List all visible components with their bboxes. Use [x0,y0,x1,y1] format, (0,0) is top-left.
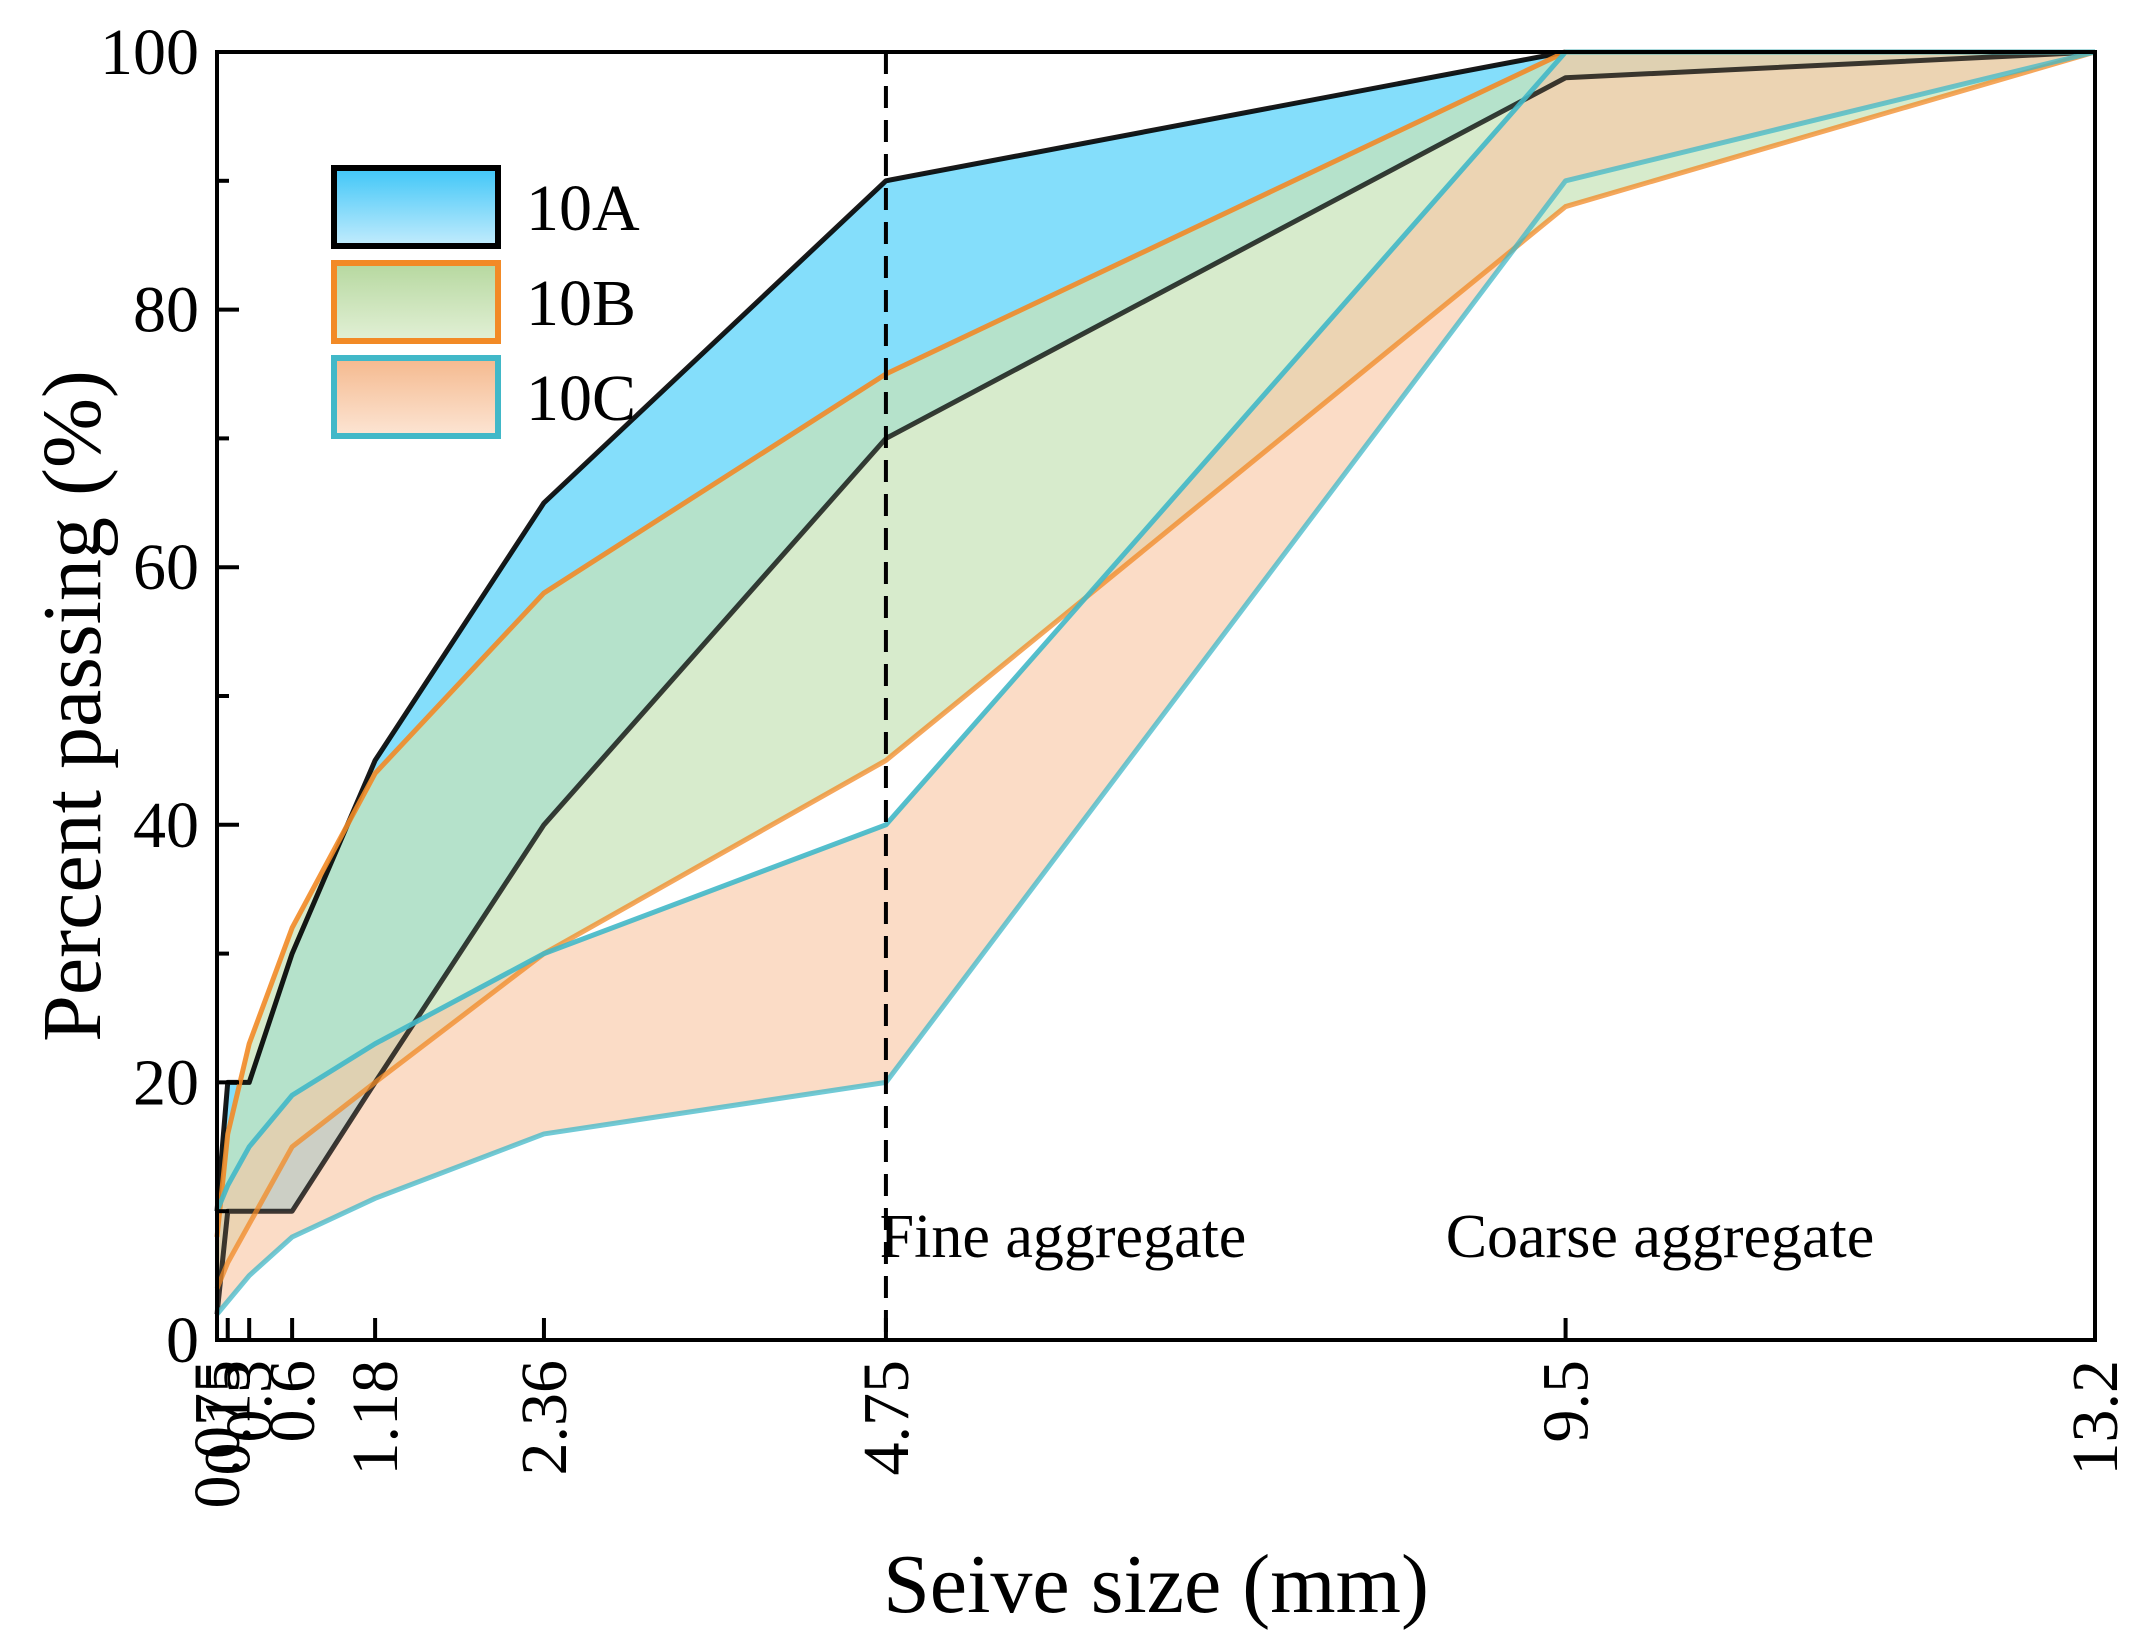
x-tick-label: 0.6 [256,1360,329,1443]
annotation-fine-aggregate: Fine aggregate [880,1203,1247,1271]
x-tick-label: 13.2 [2059,1360,2132,1476]
x-tick-label: 0.075 [181,1360,254,1509]
legend-swatch-10B [331,260,501,344]
y-tick-label: 40 [133,789,199,862]
x-tick-label: 0.3 [213,1360,286,1443]
y-tick-label: 100 [100,16,199,89]
upper-line-10C [214,49,2095,1213]
x-tick-label: 0.15 [192,1360,265,1476]
area-10B [217,52,2095,1289]
x-tick-label: 1.18 [339,1360,412,1476]
plot-lines [214,49,2096,1316]
legend: 10A 10B 10C [331,165,640,439]
x-tick-label: 9.5 [1530,1360,1603,1443]
legend-label-10A: 10A [526,172,640,245]
y-tick-label: 0 [166,1304,199,1377]
annotation-coarse-aggregate: Coarse aggregate [1446,1203,1875,1271]
x-tick-label: 4.75 [850,1360,923,1476]
lower-line-10C [215,49,2096,1316]
plot-areas [217,52,2095,1315]
y-tick-label: 80 [133,274,199,347]
legend-label-10C: 10C [526,362,636,435]
lower-line-10B [214,49,2096,1290]
legend-label-10B: 10B [526,267,636,340]
x-axis-title: Seive size (mm) [883,1538,1429,1631]
y-axis-title: Percent passing (%) [26,370,119,1042]
y-tick-label: 20 [133,1046,199,1119]
legend-swatch-10C [331,355,501,439]
y-tick-label: 60 [133,531,199,604]
area-10C [217,52,2095,1315]
upper-line-10B [214,49,2095,1238]
legend-swatch-10A [331,165,501,249]
x-tick-label: 2.36 [508,1360,581,1476]
